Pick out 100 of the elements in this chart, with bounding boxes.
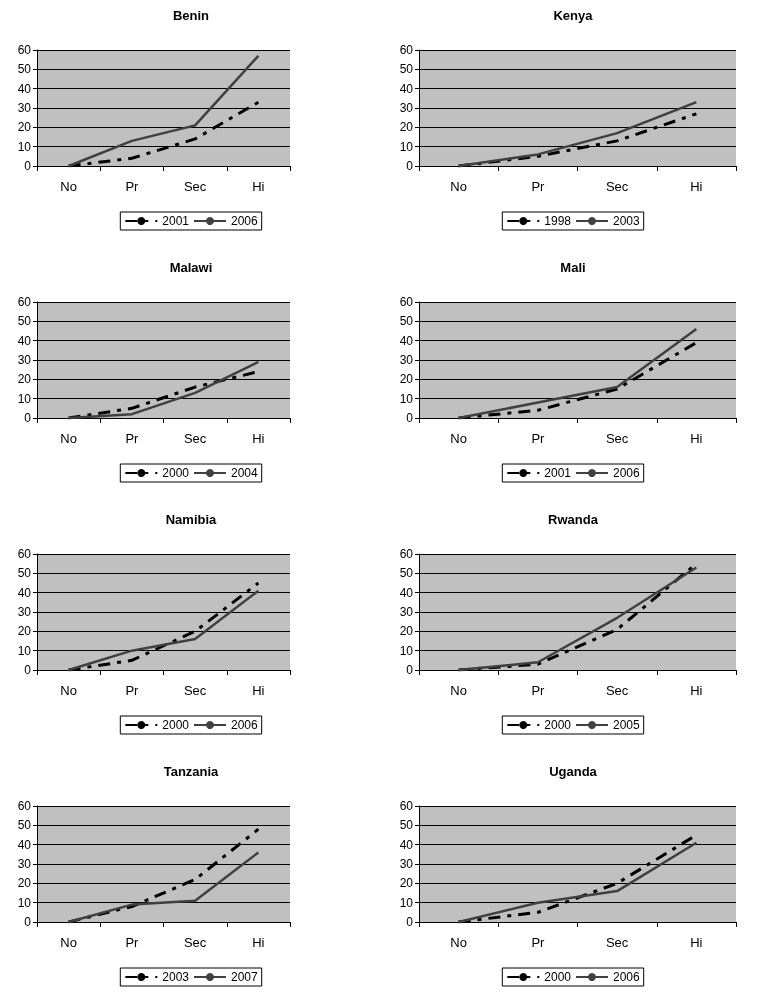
legend-label: 2006 (613, 466, 641, 480)
y-tick-label: 30 (399, 101, 414, 115)
y-tick-label: 0 (24, 159, 32, 173)
x-tick-label: Sec (605, 935, 629, 950)
y-tick-label: 50 (17, 314, 32, 329)
y-tick-label: 30 (17, 101, 32, 115)
legend-label: 2003 (162, 970, 190, 984)
chart-title: Namibia (165, 512, 218, 527)
legend-label: 2000 (544, 970, 572, 984)
x-tick-label: Hi (252, 683, 265, 698)
legend-label: 2005 (613, 718, 641, 732)
chart-title: Kenya (553, 8, 594, 23)
y-tick-label: 40 (17, 837, 32, 852)
x-tick-label: Sec (183, 179, 207, 194)
legend-label: 2003 (613, 214, 641, 228)
chart-title: Benin (172, 8, 210, 23)
x-tick-label: No (450, 683, 467, 698)
y-tick-label: 0 (24, 411, 32, 425)
x-tick-label: Sec (183, 935, 207, 950)
y-tick-label: 60 (17, 43, 32, 57)
y-tick-label: 60 (399, 799, 414, 813)
y-tick-label: 50 (17, 818, 32, 833)
y-tick-label: 10 (17, 139, 32, 154)
x-tick-label: No (450, 935, 467, 950)
x-tick-label: No (60, 431, 77, 446)
y-tick-label: 40 (399, 585, 414, 600)
y-tick-label: 40 (17, 333, 32, 348)
x-tick-label: Pr (125, 179, 140, 194)
x-tick-label: Pr (125, 935, 140, 950)
x-tick-label: Hi (690, 179, 703, 194)
x-tick-label: Hi (252, 431, 265, 446)
y-tick-label: 20 (399, 624, 414, 639)
y-tick-label: 60 (17, 295, 32, 309)
y-tick-label: 10 (399, 895, 414, 910)
y-tick-label: 20 (17, 624, 32, 639)
y-tick-label: 50 (399, 314, 414, 329)
legend-label: 2000 (544, 718, 572, 732)
y-tick-label: 20 (399, 120, 414, 135)
y-tick-label: 40 (17, 585, 32, 600)
y-tick-label: 60 (17, 547, 32, 561)
y-tick-label: 0 (406, 915, 414, 929)
y-tick-label: 30 (399, 353, 414, 367)
x-tick-label: Pr (531, 683, 546, 698)
y-tick-label: 20 (399, 372, 414, 387)
y-tick-label: 40 (17, 81, 32, 96)
y-tick-label: 20 (17, 372, 32, 387)
legend-label: 1998 (544, 214, 572, 228)
y-tick-label: 30 (17, 857, 32, 871)
y-tick-label: 50 (399, 566, 414, 581)
y-tick-label: 40 (399, 333, 414, 348)
x-tick-label: Hi (690, 683, 703, 698)
x-tick-label: Sec (605, 431, 629, 446)
y-tick-label: 40 (399, 837, 414, 852)
y-tick-label: 10 (399, 643, 414, 658)
x-tick-label: Sec (605, 179, 629, 194)
chart-title: Malawi (169, 260, 213, 275)
x-tick-label: Hi (252, 179, 265, 194)
y-tick-label: 60 (399, 43, 414, 57)
y-tick-label: 20 (17, 876, 32, 891)
x-tick-label: Pr (531, 431, 546, 446)
x-tick-label: Pr (531, 179, 546, 194)
y-tick-label: 0 (406, 663, 414, 677)
y-tick-label: 0 (24, 663, 32, 677)
x-tick-label: Sec (183, 683, 207, 698)
y-tick-label: 40 (399, 81, 414, 96)
x-tick-label: Hi (690, 935, 703, 950)
y-tick-label: 0 (406, 159, 414, 173)
y-tick-label: 10 (399, 139, 414, 154)
x-tick-label: No (450, 431, 467, 446)
x-tick-label: Pr (125, 683, 140, 698)
x-tick-label: No (60, 935, 77, 950)
legend-label: 2001 (162, 214, 190, 228)
x-tick-label: Pr (531, 935, 546, 950)
legend-label: 2007 (231, 970, 259, 984)
y-tick-label: 10 (17, 643, 32, 658)
y-tick-label: 30 (17, 353, 32, 367)
y-tick-label: 0 (24, 915, 32, 929)
legend-label: 2006 (231, 718, 259, 732)
y-tick-label: 30 (17, 605, 32, 619)
x-tick-label: No (60, 179, 77, 194)
chart-title: Mali (560, 260, 586, 275)
y-tick-label: 60 (17, 799, 32, 813)
y-tick-label: 20 (17, 120, 32, 135)
x-tick-label: Sec (605, 683, 629, 698)
y-tick-label: 30 (399, 857, 414, 871)
x-tick-label: No (60, 683, 77, 698)
y-tick-label: 50 (17, 566, 32, 581)
legend-label: 2000 (162, 466, 190, 480)
y-tick-label: 10 (399, 391, 414, 406)
y-tick-label: 10 (17, 895, 32, 910)
x-tick-label: Pr (125, 431, 140, 446)
chart-title: Uganda (549, 764, 598, 779)
legend-label: 2004 (231, 466, 259, 480)
y-tick-label: 10 (17, 391, 32, 406)
legend-label: 2001 (544, 466, 572, 480)
chart-title: Rwanda (548, 512, 599, 527)
y-tick-label: 50 (399, 62, 414, 77)
y-tick-label: 60 (399, 295, 414, 309)
legend-label: 2006 (613, 970, 641, 984)
y-tick-label: 30 (399, 605, 414, 619)
